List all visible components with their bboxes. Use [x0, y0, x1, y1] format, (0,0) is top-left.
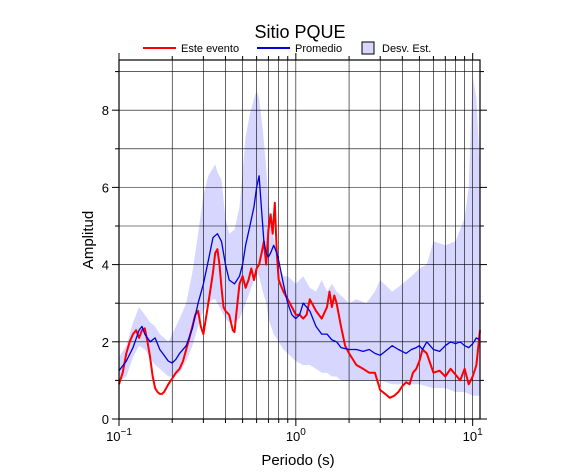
legend-label: Este evento	[181, 43, 239, 55]
plot-frame	[118, 59, 481, 420]
grid-layer	[118, 60, 480, 419]
x-tick-label: 100	[286, 427, 306, 444]
legend-label: Desv. Est.	[382, 43, 431, 55]
chart-title: Sitio PQUE	[254, 22, 345, 42]
x-tick-label: 101	[463, 427, 483, 444]
y-tick-label: 8	[102, 103, 109, 118]
legend-label: Promedio	[295, 43, 342, 55]
tick-layer: 10−1 100 101 0 2 4 6 8	[102, 53, 487, 444]
std-dev-band	[119, 75, 480, 396]
legend: Este evento Promedio Desv. Est.	[143, 41, 431, 55]
plot-frame-rect	[118, 59, 481, 420]
band-layer	[119, 75, 480, 396]
y-tick-label: 2	[102, 335, 109, 350]
series-layer	[118, 175, 481, 399]
y-tick-label: 6	[102, 180, 109, 195]
series-line-promedio	[118, 175, 481, 372]
legend-swatch-band	[361, 41, 375, 55]
x-tick-label: 10−1	[106, 427, 132, 444]
y-tick-label: 4	[102, 258, 109, 273]
y-tick-label: 0	[102, 412, 109, 427]
y-axis-label: Amplitud	[80, 211, 97, 269]
x-axis-label: Periodo (s)	[261, 452, 334, 469]
